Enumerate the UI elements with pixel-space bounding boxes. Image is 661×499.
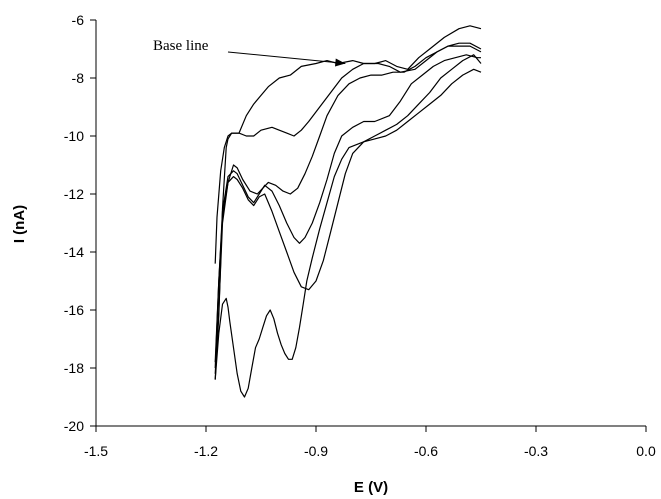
series-line-6 <box>214 68 482 398</box>
series-line-5 <box>214 54 482 363</box>
series-line-1 <box>214 25 482 264</box>
plot-area <box>214 25 482 398</box>
annotation-arrow-head <box>334 58 346 67</box>
series-line-2 <box>214 42 482 380</box>
x-tick-label: -1.2 <box>194 443 218 459</box>
y-tick-label: -10 <box>64 128 84 144</box>
y-tick-label: -6 <box>72 12 85 28</box>
annotation-arrow-line <box>227 51 346 64</box>
baseline-annotation-label: Base line <box>153 38 209 54</box>
x-tick-label: -1.5 <box>84 443 108 459</box>
x-tick-label: -0.9 <box>304 443 328 459</box>
x-tick-label: 0.0 <box>636 443 656 459</box>
y-axis-title: I (nA) <box>11 205 28 243</box>
y-tick-label: -12 <box>64 186 84 202</box>
y-tick-label: -20 <box>64 418 84 434</box>
x-tick-label: -0.6 <box>414 443 438 459</box>
x-tick-label: -0.3 <box>524 443 548 459</box>
y-tick-label: -14 <box>64 244 84 260</box>
y-tick-label: -16 <box>64 302 84 318</box>
series-line-3 <box>214 45 482 374</box>
y-tick-label: -18 <box>64 360 84 376</box>
baseline-annotation-arrow <box>227 51 346 67</box>
x-axis-title: E (V) <box>354 479 388 496</box>
y-tick-label: -8 <box>72 70 85 86</box>
series-line-4 <box>214 54 481 369</box>
axes: -6 -8 -10 -12 -14 -16 -18 -20-1.5 -1.2 -0.9 -0.6 -0… <box>64 12 656 459</box>
